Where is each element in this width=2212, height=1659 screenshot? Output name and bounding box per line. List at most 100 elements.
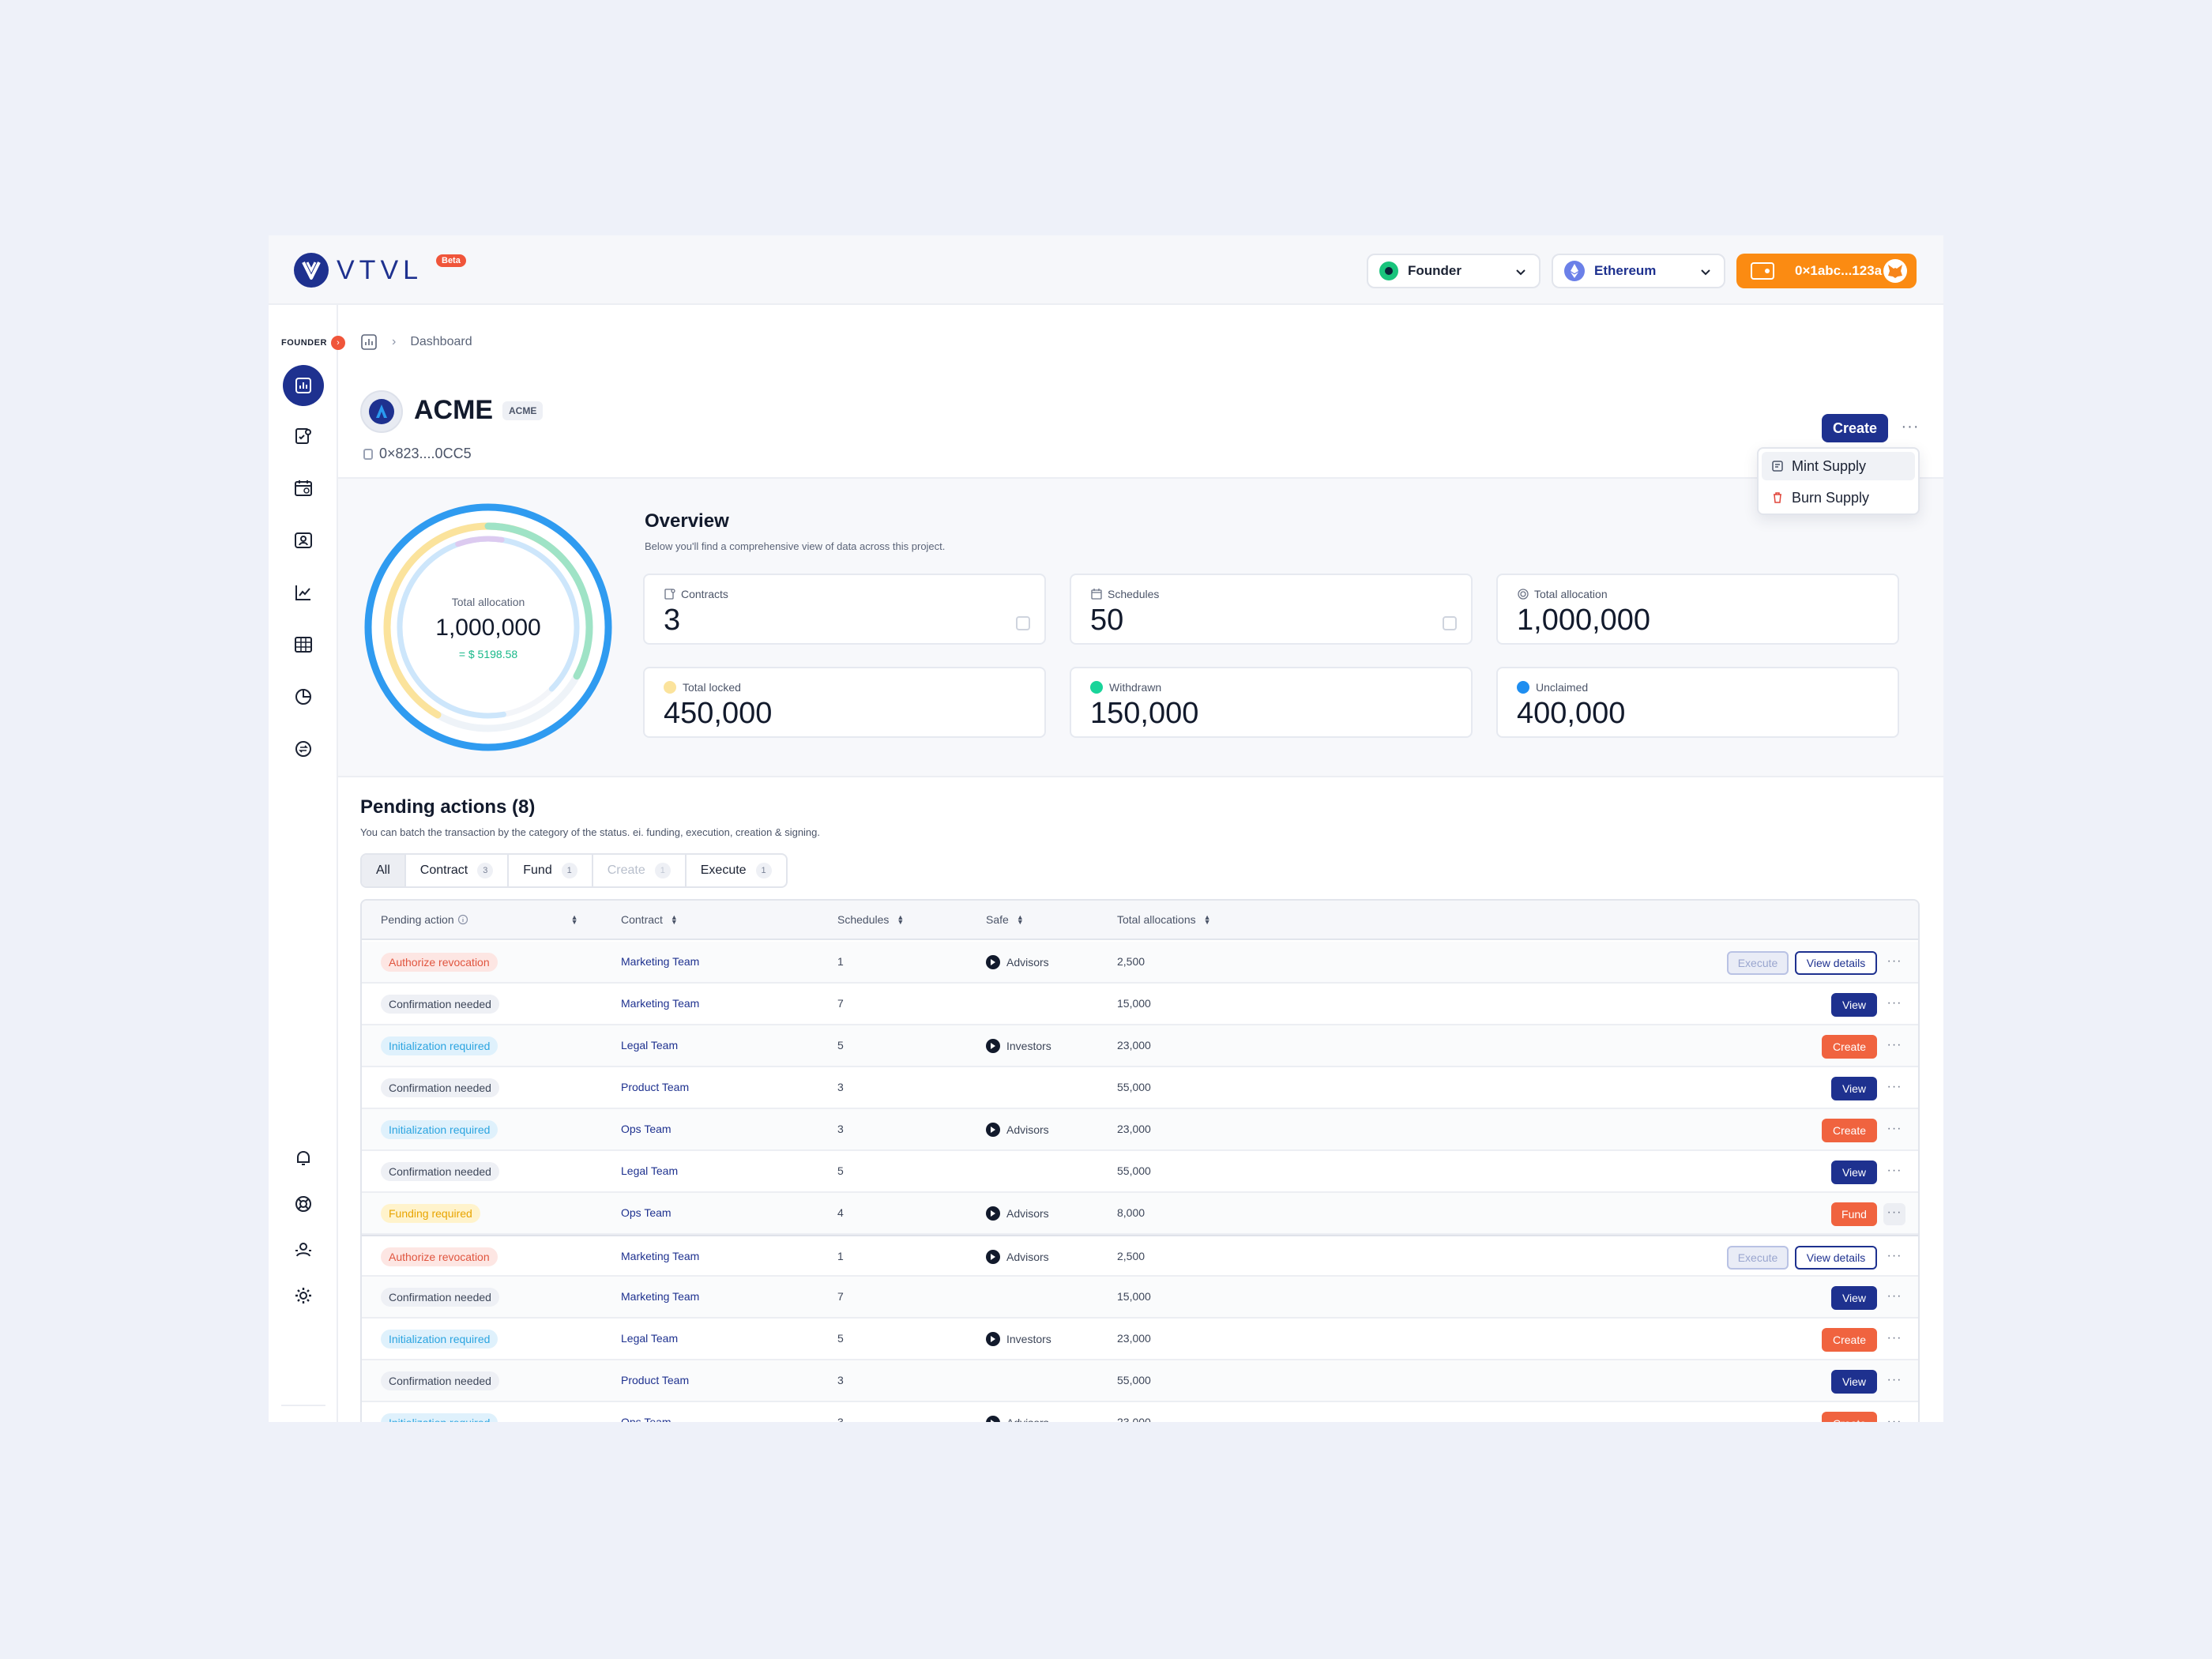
table-row[interactable]: Initialization required Legal Team 5 Invest… [362,1319,1918,1360]
column-header-pending-action[interactable]: Pending action ▲ ▼ [381,913,578,926]
tab-contract[interactable]: Contract 3 [406,855,510,886]
sidebar-item-recipients[interactable] [286,523,321,558]
more-options-icon[interactable]: ··· [1887,1415,1902,1422]
more-options-icon[interactable]: ··· [1887,1249,1902,1262]
contract-link[interactable]: Legal Team [621,1039,679,1051]
column-header-safe[interactable]: Safe ▲ ▼ [986,913,1024,926]
sort-icon[interactable]: ▲ ▼ [1016,913,1024,926]
tab-all[interactable]: All [362,855,406,886]
sidebar-item-table[interactable] [286,627,321,662]
contract-link[interactable]: Marketing Team [621,955,700,968]
column-header-total-allocations[interactable]: Total allocations ▲ ▼ [1117,913,1211,926]
chevron-right-icon[interactable] [1016,616,1030,630]
stat-value: 3 [664,604,681,637]
more-options-icon[interactable]: ··· [1887,954,1902,968]
more-options-icon[interactable]: ··· [1887,1373,1902,1386]
table-row[interactable]: Initialization required Ops Team 3 Advisors… [362,1402,1918,1422]
table-row[interactable]: Initialization required Ops Team 3 Advisors… [362,1109,1918,1151]
fund-button[interactable]: Fund [1831,1202,1877,1226]
more-options-icon[interactable]: ··· [1887,1289,1902,1303]
sidebar-item-team[interactable] [286,1232,321,1267]
role-switch-icon[interactable]: › [331,336,345,350]
wallet-button[interactable]: 0×1abc...123a [1736,254,1917,288]
sidebar-item-notifications[interactable] [286,1141,321,1176]
table-row[interactable]: Funding required Ops Team 4 Advisors 8,000 Fu… [362,1193,1918,1235]
safe-name: Advisors [1006,1123,1049,1136]
more-options-icon[interactable]: ··· [1887,996,1902,1010]
dashboard-icon[interactable] [360,333,378,351]
allocation-donut-chart [364,503,612,751]
table-row[interactable]: Confirmation needed Marketing Team 7 15,000… [362,984,1918,1025]
column-header-contract[interactable]: Contract ▲ ▼ [621,913,678,926]
view-details-button[interactable]: View details [1795,1246,1877,1270]
table-row[interactable]: Initialization required Legal Team 5 Invest… [362,1025,1918,1067]
contract-link[interactable]: Legal Team [621,1332,679,1345]
more-options-icon[interactable]: ··· [1887,1164,1902,1177]
contract-link[interactable]: Marketing Team [621,1250,700,1262]
row-actions: Execute View details ··· [1721,1246,1905,1270]
column-header-schedules[interactable]: Schedules ▲ ▼ [837,913,904,926]
tab-create[interactable]: Create 1 [593,855,687,886]
breadcrumb-current[interactable]: Dashboard [410,335,472,348]
copy-icon[interactable] [363,448,373,460]
more-options-icon[interactable]: ··· [1883,1203,1905,1225]
more-options-icon[interactable]: ··· [1887,1331,1902,1345]
table-row[interactable]: Confirmation needed Product Team 3 55,000 Vi… [362,1067,1918,1109]
sidebar-item-support[interactable] [286,1187,321,1221]
execute-button[interactable]: Execute [1727,1246,1789,1270]
tab-execute[interactable]: Execute 1 [687,855,786,886]
contract-link[interactable]: Ops Team [621,1123,672,1135]
sidebar-item-settings[interactable] [286,1278,321,1313]
view-details-button[interactable]: View details [1795,951,1877,975]
table-row[interactable]: Confirmation needed Legal Team 5 55,000 View… [362,1151,1918,1193]
view-button[interactable]: View [1831,1161,1877,1184]
stat-card-contracts[interactable]: Contracts 3 [643,574,1046,645]
sort-icon[interactable]: ▲ ▼ [1203,913,1211,926]
table-row[interactable]: Authorize revocation Marketing Team 1 Advis… [362,1235,1918,1277]
view-button[interactable]: View [1831,1286,1877,1310]
sidebar-item-pie[interactable] [286,679,321,714]
role-select[interactable]: Founder [1367,254,1540,288]
network-select[interactable]: Ethereum [1552,254,1725,288]
menu-item-burn-supply[interactable]: Burn Supply [1762,483,1915,512]
more-options-icon[interactable]: ··· [1887,1038,1902,1051]
execute-button[interactable]: Execute [1727,951,1789,975]
sort-icon[interactable]: ▲ ▼ [670,913,678,926]
contract-link[interactable]: Ops Team [621,1206,672,1219]
sidebar-item-contracts[interactable] [286,419,321,453]
project-address[interactable]: 0×823....0CC5 [363,446,472,462]
create-button[interactable]: Create [1822,1328,1877,1352]
overview-title: Overview [645,510,729,532]
view-button[interactable]: View [1831,1077,1877,1100]
contract-link[interactable]: Product Team [621,1081,690,1093]
more-options-icon[interactable]: ··· [1901,418,1920,435]
create-button[interactable]: Create [1822,414,1888,442]
table-row[interactable]: Confirmation needed Marketing Team 7 15,000… [362,1277,1918,1319]
logo[interactable]: VTVL [294,253,423,288]
contract-link[interactable]: Marketing Team [621,1290,700,1303]
stat-card-schedules[interactable]: Schedules 50 [1070,574,1473,645]
create-button[interactable]: Create [1822,1119,1877,1142]
sidebar-item-dashboard[interactable] [283,365,324,406]
sidebar-item-schedules[interactable] [286,471,321,506]
contract-link[interactable]: Legal Team [621,1164,679,1177]
sidebar-item-analytics[interactable] [286,575,321,610]
view-button[interactable]: View [1831,993,1877,1017]
create-button[interactable]: Create [1822,1035,1877,1059]
more-options-icon[interactable]: ··· [1887,1080,1902,1093]
tab-fund[interactable]: Fund 1 [509,855,593,886]
more-options-icon[interactable]: ··· [1887,1122,1902,1135]
chevron-right-icon[interactable] [1443,616,1457,630]
contract-link[interactable]: Ops Team [621,1416,672,1422]
menu-item-mint-supply[interactable]: Mint Supply [1762,452,1915,480]
table-row[interactable]: Authorize revocation Marketing Team 1 Advis… [362,942,1918,984]
sort-icon[interactable]: ▲ ▼ [570,913,578,926]
sort-icon[interactable]: ▲ ▼ [897,913,905,926]
view-button[interactable]: View [1831,1370,1877,1394]
contract-link[interactable]: Marketing Team [621,997,700,1010]
create-button[interactable]: Create [1822,1412,1877,1422]
row-actions: Create ··· [1815,1328,1905,1352]
table-row[interactable]: Confirmation needed Product Team 3 55,000 Vi… [362,1360,1918,1402]
sidebar-item-token[interactable] [286,732,321,766]
contract-link[interactable]: Product Team [621,1374,690,1386]
